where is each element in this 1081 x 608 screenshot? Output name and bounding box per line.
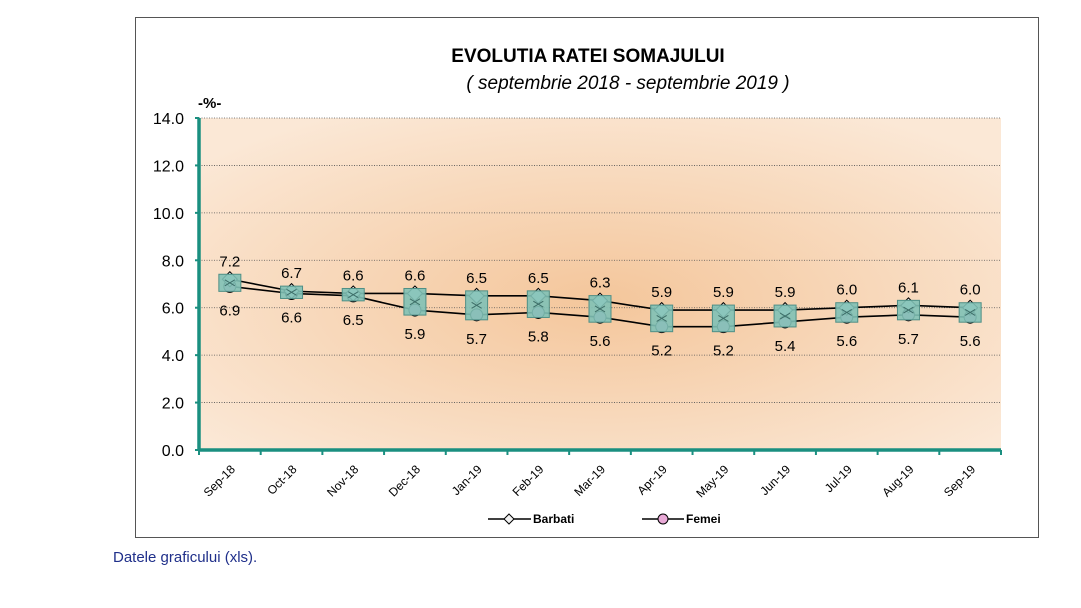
x-tick-label: Sep-18 — [201, 462, 238, 499]
legend: Barbati Femei — [488, 512, 721, 526]
series — [218, 271, 982, 334]
x-tick-label: Jun-19 — [757, 462, 793, 498]
barbati-data-label: 6.6 — [343, 267, 364, 284]
femei-data-label: 5.2 — [651, 343, 672, 360]
overlap-marker-cross — [224, 279, 236, 287]
femei-data-label: 6.6 — [281, 309, 302, 326]
femei-data-label: 6.9 — [219, 302, 240, 319]
x-tick-label: Nov-18 — [324, 462, 361, 499]
barbati-data-label: 6.5 — [528, 270, 549, 287]
barbati-data-label: 7.2 — [219, 253, 240, 270]
y-tick-label: 2.0 — [162, 396, 184, 413]
unemployment-rate-chart: EVOLUTIA RATEI SOMAJULUI ( septembrie 20… — [153, 46, 1002, 526]
overlap-marker-cross — [533, 300, 544, 308]
overlap-marker-cross — [347, 291, 359, 299]
femei-data-label: 5.6 — [590, 333, 611, 350]
y-unit-label: -%- — [198, 95, 221, 112]
overlap-marker-cross — [594, 305, 606, 313]
y-tick-label: 4.0 — [162, 348, 184, 365]
barbati-data-label: 6.5 — [466, 270, 487, 287]
legend-barbati-label: Barbati — [533, 512, 574, 526]
overlap-marker-cross — [471, 301, 482, 309]
femei-data-label: 5.4 — [775, 338, 796, 355]
x-tick-label: Sep-19 — [941, 462, 978, 499]
femei-data-label: 5.7 — [898, 331, 919, 348]
chart-frame: EVOLUTIA RATEI SOMAJULUI ( septembrie 20… — [135, 17, 1039, 538]
y-tick-label: 12.0 — [153, 158, 184, 175]
chart-data-xls-link[interactable]: Datele graficului (xls). — [113, 549, 258, 566]
x-tick-label: Jan-19 — [449, 462, 485, 498]
x-tick-label: Mar-19 — [571, 462, 608, 499]
barbati-data-label: 6.0 — [836, 282, 857, 299]
x-tick-label: Dec-18 — [386, 462, 423, 499]
femei-data-label: 5.6 — [960, 333, 981, 350]
overlap-marker-cross — [964, 309, 976, 316]
overlap-marker-cross — [409, 298, 421, 306]
barbati-data-label: 5.9 — [775, 284, 796, 301]
femei-data-label: 5.7 — [466, 331, 487, 348]
femei-data-label: 5.2 — [713, 343, 734, 360]
chart-subtitle: ( septembrie 2018 - septembrie 2019 ) — [466, 73, 789, 94]
chart-title: EVOLUTIA RATEI SOMAJULUI — [451, 46, 724, 67]
overlap-marker-cross — [779, 312, 791, 320]
barbati-data-label: 6.7 — [281, 265, 302, 282]
x-tick-label: Aug-19 — [879, 462, 916, 499]
x-tick-label: Oct-18 — [264, 462, 300, 498]
barbati-data-label: 5.9 — [713, 284, 734, 301]
barbati-data-label: 6.3 — [590, 275, 611, 292]
barbati-data-label: 6.0 — [960, 282, 981, 299]
x-tick-label: Jul-19 — [822, 462, 855, 495]
legend-femei-label: Femei — [686, 512, 721, 526]
overlap-marker-cross — [841, 309, 853, 316]
y-tick-label: 14.0 — [153, 111, 184, 128]
y-tick-label: 6.0 — [162, 301, 184, 318]
y-tick-label: 0.0 — [162, 443, 184, 460]
x-tick-label: Apr-19 — [634, 462, 670, 498]
x-tick-label: Feb-19 — [510, 462, 547, 499]
barbati-data-label: 5.9 — [651, 284, 672, 301]
y-tick-label: 8.0 — [162, 253, 184, 270]
overlap-marker-cross — [718, 314, 729, 322]
legend-barbati-marker — [503, 513, 515, 525]
barbati-data-label: 6.6 — [404, 267, 425, 284]
data-labels: 7.2 6.7 6.6 6.6 6.5 6.5 6.3 5.9 5.9 5.9 6.0 6.1 6.0 6… — [219, 253, 980, 359]
plot-area — [199, 118, 1001, 450]
femei-data-label: 6.5 — [343, 312, 364, 329]
y-tick-label: 10.0 — [153, 206, 184, 223]
overlap-marker-cross — [903, 306, 914, 314]
femei-data-label: 5.6 — [836, 333, 857, 350]
overlap-marker-cross — [656, 314, 667, 322]
femei-data-label: 5.9 — [404, 326, 425, 343]
barbati-data-label: 6.1 — [898, 279, 919, 296]
x-tick-label: May-19 — [693, 462, 731, 500]
femei-data-label: 5.8 — [528, 328, 549, 345]
legend-femei-marker — [657, 513, 669, 525]
overlap-marker-cross — [286, 288, 297, 296]
